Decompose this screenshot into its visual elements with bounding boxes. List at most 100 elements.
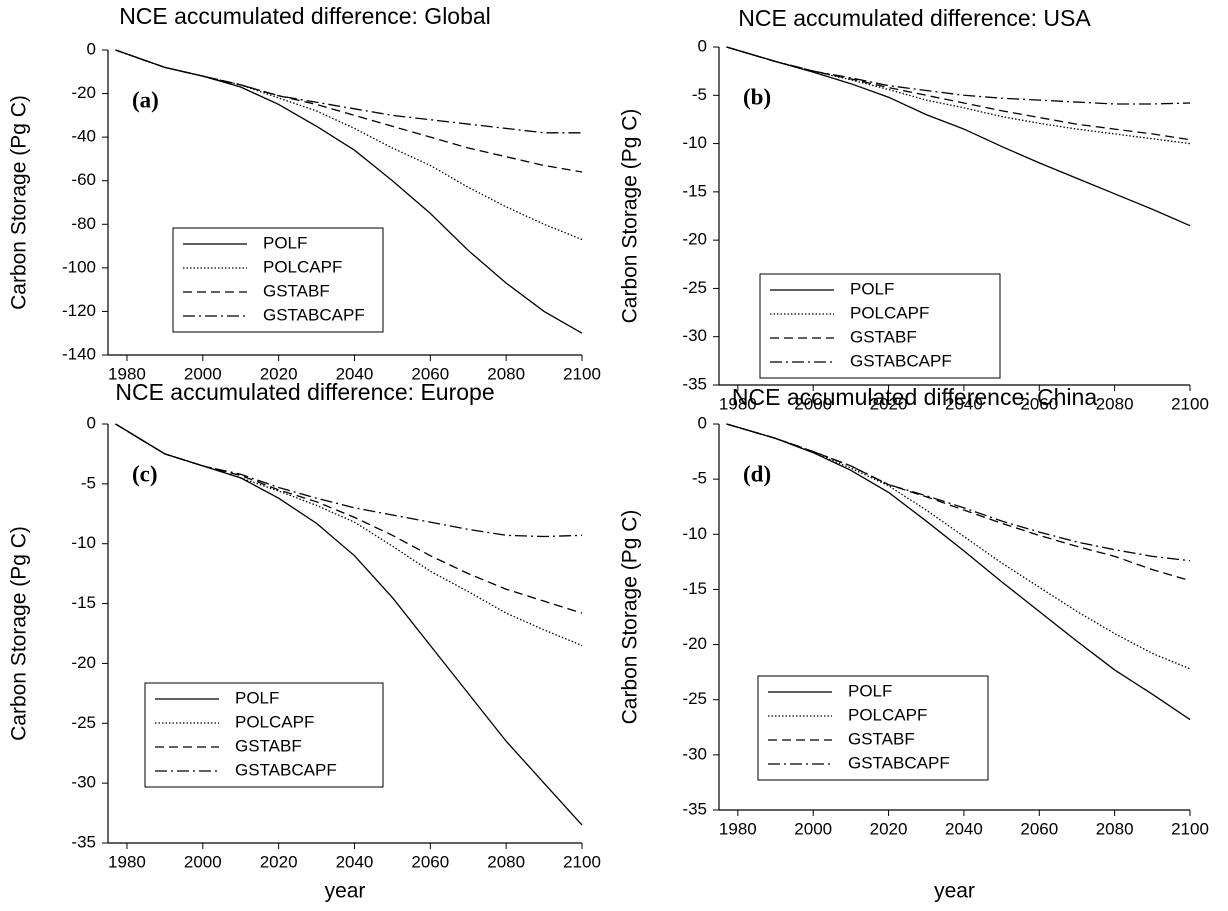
chart-title: NCE accumulated difference: China <box>732 384 1097 410</box>
y-tick-label: -20 <box>71 83 96 102</box>
x-tick-label: 2060 <box>411 852 449 871</box>
x-tick-label: 2080 <box>487 364 525 383</box>
x-tick-label: 1980 <box>108 364 146 383</box>
y-tick-label: -80 <box>71 214 96 233</box>
x-tick-label: 2100 <box>1171 819 1209 838</box>
series-line <box>726 423 1191 670</box>
legend-box <box>144 682 384 788</box>
x-tick-label: 2100 <box>563 852 601 871</box>
x-tick-label: 2080 <box>487 852 525 871</box>
x-tick-label: 2040 <box>336 364 374 383</box>
legend-label: POLF <box>263 233 307 252</box>
x-axis-label: year <box>934 880 975 903</box>
x-tick-label: 2100 <box>563 364 601 383</box>
series-line <box>726 46 1191 105</box>
x-tick-label: 2060 <box>411 364 449 383</box>
chart-title: NCE accumulated difference: USA <box>738 5 1091 31</box>
x-tick-label: 2080 <box>1096 394 1134 413</box>
y-tick-label: -35 <box>682 799 707 818</box>
y-tick-label: -5 <box>692 85 707 104</box>
panel-label: (c) <box>132 461 158 486</box>
y-tick-label: -15 <box>682 579 707 598</box>
legend-box <box>172 227 384 333</box>
y-tick-label: -60 <box>71 170 96 189</box>
x-tick-label: 2040 <box>945 819 983 838</box>
series-line <box>726 423 1191 562</box>
panel: NCE accumulated difference: China 0 -5 -10 -… <box>619 384 1209 902</box>
x-tick-label: 2000 <box>184 852 222 871</box>
y-tick-label: -20 <box>71 653 96 672</box>
y-tick-label: -100 <box>62 257 96 276</box>
x-tick-label: 1980 <box>719 394 757 413</box>
legend-label: GSTABCAPF <box>263 305 365 324</box>
x-tick-label: 2100 <box>1171 394 1209 413</box>
x-tick-label: 2040 <box>336 852 374 871</box>
x-tick-label: 2040 <box>945 394 983 413</box>
legend-box <box>757 675 989 781</box>
y-axis-label: Carbon Storage (Pg C) <box>8 526 31 741</box>
series-line <box>115 423 583 647</box>
legend-label: GSTABCAPF <box>235 760 337 779</box>
y-tick-label: -10 <box>682 524 707 543</box>
legend-label: POLF <box>235 688 279 707</box>
panel-label: (b) <box>743 84 771 109</box>
y-tick-label: -35 <box>71 832 96 851</box>
x-tick-label: 1980 <box>719 819 757 838</box>
series-line <box>115 49 583 241</box>
y-tick-label: -120 <box>62 301 96 320</box>
series-line <box>115 49 582 134</box>
y-tick-label: -140 <box>62 344 96 363</box>
x-tick-label: 2020 <box>260 364 298 383</box>
legend-label: POLF <box>850 279 894 298</box>
legend-label: GSTABF <box>848 729 915 748</box>
y-axis-label: Carbon Storage (Pg C) <box>619 510 642 725</box>
y-tick-label: -30 <box>71 773 96 792</box>
chart-title: NCE accumulated difference: Global <box>119 3 491 29</box>
y-tick-label: -5 <box>692 469 707 488</box>
x-tick-label: 2000 <box>184 364 222 383</box>
y-tick-label: -30 <box>682 326 707 345</box>
y-tick-label: -15 <box>682 181 707 200</box>
y-tick-label: -35 <box>682 374 707 393</box>
y-tick-label: 0 <box>698 36 707 55</box>
legend-label: POLF <box>848 681 892 700</box>
y-tick-label: -25 <box>682 689 707 708</box>
legend-label: GSTABF <box>850 327 917 346</box>
x-tick-label: 2020 <box>870 819 908 838</box>
x-tick-label: 2080 <box>1096 819 1134 838</box>
y-tick-label: -5 <box>81 473 96 492</box>
x-tick-label: 2000 <box>794 394 832 413</box>
y-tick-label: -10 <box>682 133 707 152</box>
series-line <box>726 46 1191 145</box>
series-line <box>726 46 1191 227</box>
panel: NCE accumulated difference: Global 0 -20 -4… <box>8 3 601 383</box>
x-tick-label: 2060 <box>1020 394 1058 413</box>
series-line <box>726 423 1191 721</box>
series-line <box>115 49 583 173</box>
y-tick-label: -40 <box>71 127 96 146</box>
y-tick-label: 0 <box>698 413 707 432</box>
chart-title: NCE accumulated difference: Europe <box>115 379 494 405</box>
y-tick-label: -25 <box>682 278 707 297</box>
y-tick-label: -15 <box>71 593 96 612</box>
panel-label: (d) <box>743 461 771 486</box>
x-tick-label: 2000 <box>794 819 832 838</box>
x-tick-label: 2020 <box>870 394 908 413</box>
panel-label: (a) <box>132 87 159 112</box>
x-tick-label: 2060 <box>1020 819 1058 838</box>
series-line <box>726 423 1191 582</box>
series-line <box>115 423 583 538</box>
legend-label: GSTABCAPF <box>848 753 950 772</box>
y-tick-label: 0 <box>87 413 96 432</box>
y-tick-label: -25 <box>71 713 96 732</box>
legend-box <box>759 273 1001 379</box>
legend-label: POLCAPF <box>848 705 927 724</box>
legend-label: GSTABF <box>235 736 302 755</box>
y-axis-label: Carbon Storage (Pg C) <box>619 109 642 324</box>
legend-label: GSTABCAPF <box>850 351 952 370</box>
legend-label: GSTABF <box>263 281 330 300</box>
x-tick-label: 2020 <box>260 852 298 871</box>
y-axis-label: Carbon Storage (Pg C) <box>8 95 31 310</box>
x-tick-label: 1980 <box>108 852 146 871</box>
